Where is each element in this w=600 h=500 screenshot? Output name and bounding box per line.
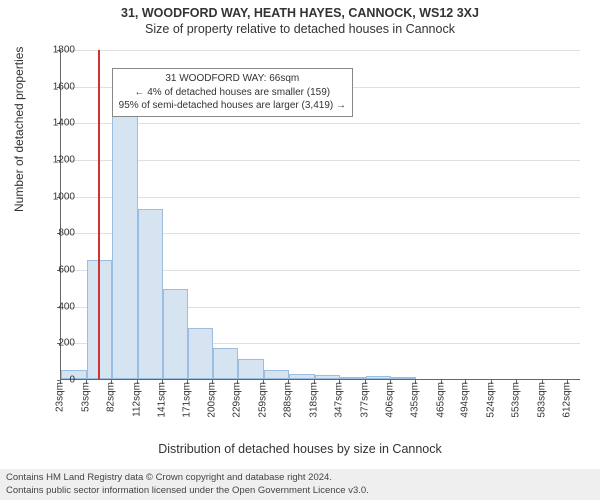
histogram-bar — [112, 88, 138, 380]
xtick-label: 406sqm — [384, 382, 395, 418]
histogram-bar — [315, 375, 340, 379]
xtick-label: 112sqm — [131, 382, 142, 417]
xtick-label: 347sqm — [333, 382, 344, 418]
histogram-bar — [238, 359, 264, 379]
gridline — [61, 160, 580, 161]
xtick-label: 141sqm — [156, 382, 167, 418]
histogram-bar — [264, 370, 289, 379]
xtick-label: 583sqm — [537, 382, 548, 418]
ytick-label: 1800 — [35, 45, 75, 56]
page-subtitle: Size of property relative to detached ho… — [0, 22, 600, 36]
histogram-bar — [213, 348, 238, 379]
xtick-label: 82sqm — [105, 382, 116, 412]
info-box-line: 31 WOODFORD WAY: 66sqm — [119, 72, 346, 86]
gridline — [61, 197, 580, 198]
xtick-label: 171sqm — [182, 382, 193, 418]
xtick-label: 259sqm — [258, 382, 269, 418]
histogram-bar — [289, 374, 315, 380]
info-box-line: 95% of semi-detached houses are larger (… — [119, 99, 346, 113]
footer-line-1: Contains HM Land Registry data © Crown c… — [6, 472, 594, 484]
ytick-label: 1400 — [35, 118, 75, 129]
histogram-bar — [138, 209, 163, 380]
xtick-label: 494sqm — [460, 382, 471, 418]
y-axis-label: Number of detached properties — [12, 47, 26, 212]
footer-line-2: Contains public sector information licen… — [6, 485, 594, 497]
ytick-label: 1600 — [35, 81, 75, 92]
histogram-chart: Number of detached properties 0200400600… — [0, 42, 600, 437]
ytick-label: 600 — [35, 265, 75, 276]
xtick-label: 377sqm — [359, 382, 370, 418]
xtick-label: 553sqm — [511, 382, 522, 418]
xtick-label: 288sqm — [283, 382, 294, 418]
xtick-label: 435sqm — [409, 382, 420, 418]
xtick-label: 200sqm — [207, 382, 218, 418]
ytick-label: 1000 — [35, 191, 75, 202]
histogram-bar — [188, 328, 213, 379]
xtick-label: 465sqm — [435, 382, 446, 418]
ytick-label: 200 — [35, 338, 75, 349]
ytick-label: 400 — [35, 301, 75, 312]
xtick-label: 23sqm — [55, 382, 66, 412]
info-box-line: ← 4% of detached houses are smaller (159… — [119, 86, 346, 100]
xtick-label: 318sqm — [308, 382, 319, 418]
histogram-bar — [366, 376, 391, 379]
xtick-label: 612sqm — [562, 382, 573, 418]
xtick-label: 524sqm — [486, 382, 497, 418]
xtick-label: 53sqm — [80, 382, 91, 412]
gridline — [61, 50, 580, 51]
title-block: 31, WOODFORD WAY, HEATH HAYES, CANNOCK, … — [0, 0, 600, 36]
ytick-label: 800 — [35, 228, 75, 239]
gridline — [61, 123, 580, 124]
marker-line — [98, 50, 100, 379]
info-box: 31 WOODFORD WAY: 66sqm← 4% of detached h… — [112, 68, 353, 117]
histogram-bar — [340, 377, 366, 379]
footer: Contains HM Land Registry data © Crown c… — [0, 469, 600, 500]
ytick-label: 1200 — [35, 155, 75, 166]
page-title: 31, WOODFORD WAY, HEATH HAYES, CANNOCK, … — [0, 6, 600, 20]
histogram-bar — [163, 289, 189, 379]
xtick-label: 229sqm — [232, 382, 243, 418]
x-axis-label: Distribution of detached houses by size … — [0, 442, 600, 456]
histogram-bar — [391, 377, 416, 379]
